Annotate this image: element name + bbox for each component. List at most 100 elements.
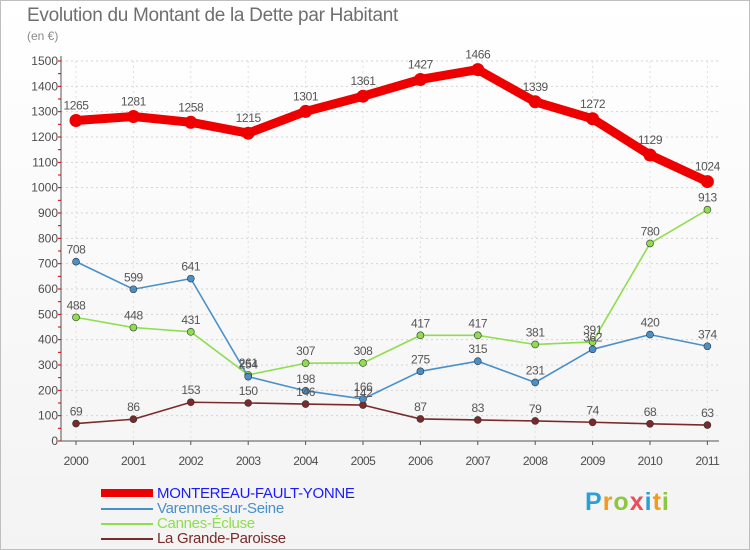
data-label: 1427: [408, 57, 434, 71]
data-label: 913: [698, 191, 718, 205]
data-point: [301, 359, 310, 368]
data-label: 231: [526, 363, 546, 377]
x-tick-label: 2005: [351, 454, 377, 468]
y-tick-label: 1400: [31, 79, 58, 93]
data-point: [588, 345, 597, 354]
data-label: 142: [354, 386, 374, 400]
data-point: [646, 419, 654, 428]
data-label: 86: [127, 400, 140, 414]
legend-label: Cannes-Écluse: [157, 515, 255, 532]
chart-unit-label: (en €): [27, 29, 59, 43]
data-point: [531, 417, 540, 425]
proxiti-logo: Proxiti: [585, 488, 670, 517]
y-tick-label: 0: [51, 434, 58, 448]
data-point: [244, 399, 252, 407]
y-tick-label: 400: [38, 333, 58, 347]
data-label: 708: [67, 243, 87, 257]
x-tick-label: 2006: [408, 454, 434, 468]
series-line: [75, 260, 709, 400]
data-point: [359, 359, 367, 367]
data-point: [241, 126, 255, 140]
data-label: 420: [641, 316, 661, 330]
data-label: 1339: [523, 80, 549, 94]
data-label: 315: [468, 342, 488, 356]
data-point: [184, 115, 198, 129]
data-label: 1129: [638, 133, 663, 147]
logo-letter: P: [585, 488, 603, 516]
data-label: 63: [701, 406, 714, 420]
data-label: 308: [354, 344, 374, 358]
data-point: [299, 104, 313, 118]
data-label: 74: [586, 403, 599, 417]
data-point: [187, 274, 195, 283]
data-label: 1215: [236, 111, 262, 125]
data-point: [69, 114, 83, 128]
data-label: 431: [181, 313, 201, 327]
x-tick-label: 2007: [465, 454, 491, 468]
data-point: [356, 89, 370, 103]
data-point: [531, 340, 540, 349]
data-label: 150: [239, 384, 259, 398]
data-point: [588, 418, 597, 427]
x-tick-label: 2011: [695, 454, 720, 468]
y-tick-label: 800: [38, 231, 58, 245]
y-tick-label: 300: [38, 358, 58, 372]
data-label: 1265: [63, 99, 89, 113]
logo-letter: t: [652, 488, 662, 516]
y-tick-label: 100: [38, 409, 58, 423]
data-point: [301, 400, 310, 408]
data-point: [129, 323, 138, 332]
legend-label: MONTEREAU-FAULT-YONNE: [157, 485, 355, 502]
data-point: [129, 415, 138, 424]
data-point: [72, 419, 80, 428]
data-label: 417: [468, 316, 488, 330]
data-label: 374: [698, 327, 718, 341]
data-label: 780: [641, 224, 661, 238]
x-tick-label: 2004: [293, 454, 319, 468]
data-label: 1466: [465, 48, 491, 62]
y-tick-label: 1200: [31, 130, 58, 144]
data-label: 166: [354, 380, 374, 394]
data-label: 381: [526, 325, 546, 339]
data-point: [643, 148, 657, 162]
series-line: [75, 208, 709, 376]
data-label: 198: [296, 372, 316, 386]
data-label: 448: [124, 309, 144, 323]
data-label: 79: [529, 402, 542, 416]
x-tick-label: 2008: [523, 454, 549, 468]
y-tick-label: 1000: [31, 181, 58, 195]
y-tick-label: 700: [38, 257, 58, 271]
data-point: [416, 415, 425, 423]
series-line: [71, 65, 712, 187]
data-label: 68: [644, 405, 657, 419]
data-point: [531, 378, 540, 387]
data-point: [72, 313, 80, 322]
data-point: [528, 95, 542, 109]
data-point: [416, 331, 425, 340]
data-point: [703, 342, 712, 351]
legend-swatch: [101, 523, 153, 525]
legend-swatch: [101, 508, 153, 510]
data-label: 261: [239, 356, 259, 370]
data-label: 641: [181, 260, 201, 274]
data-point: [301, 387, 310, 395]
x-tick-label: 2002: [178, 454, 204, 468]
series-line: [75, 401, 709, 426]
x-tick-label: 2010: [638, 454, 664, 468]
x-tick-label: 2003: [236, 454, 262, 468]
data-label: 275: [411, 352, 431, 366]
data-label: 87: [414, 400, 427, 414]
data-label: 153: [181, 383, 201, 397]
legend-label: Varennes-sur-Seine: [157, 500, 284, 517]
data-label: 69: [70, 405, 83, 419]
data-label: 1301: [293, 89, 319, 103]
y-tick-label: 1300: [31, 105, 58, 119]
logo-letter: i: [644, 488, 653, 516]
data-point: [473, 416, 482, 424]
x-tick-label: 2009: [580, 454, 606, 468]
data-point: [359, 395, 367, 403]
data-point: [646, 239, 654, 248]
x-tick-label: 2000: [64, 454, 90, 468]
y-tick-label: 900: [38, 206, 58, 220]
legend-label: La Grande-Paroisse: [157, 530, 286, 547]
